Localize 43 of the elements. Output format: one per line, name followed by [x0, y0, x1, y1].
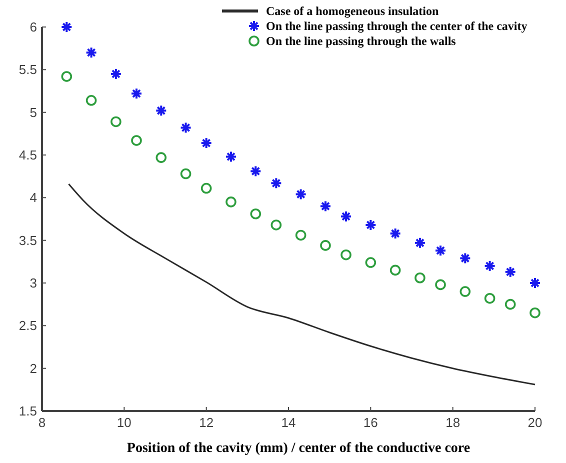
point — [530, 307, 540, 318]
x-tick-label: 10 — [116, 415, 132, 430]
x-tick-label: 16 — [363, 415, 378, 430]
point — [250, 208, 262, 220]
point — [504, 298, 516, 310]
point — [200, 182, 212, 194]
x-tick-label: 14 — [281, 415, 296, 430]
x-tick-label: 18 — [446, 415, 460, 430]
x-axis-title: Position of the cavity (mm) / center of the conductive core — [126, 441, 470, 456]
y-tick-label: 5.5 — [18, 62, 37, 78]
point — [86, 94, 97, 106]
y-tick-label: 6 — [30, 20, 37, 35]
point — [180, 168, 192, 180]
point — [460, 286, 471, 297]
x-tick-label: 8 — [38, 415, 46, 430]
point — [414, 272, 426, 284]
x-tick-label: 20 — [528, 415, 542, 430]
point — [365, 257, 376, 268]
point — [110, 116, 122, 128]
y-tick-label: 4.5 — [18, 148, 37, 163]
point — [295, 230, 306, 241]
point — [484, 292, 496, 304]
point — [156, 152, 167, 163]
point — [435, 279, 446, 290]
legend-label: On the line passing through the walls — [266, 34, 456, 48]
y-tick-label: 3.5 — [18, 232, 37, 248]
point — [270, 220, 282, 230]
point — [320, 240, 331, 251]
y-tick-label: 2 — [30, 360, 37, 376]
y-tick-label: 4 — [30, 190, 37, 206]
y-tick-label: 5 — [30, 104, 37, 120]
y-tick-label: 2.5 — [18, 318, 37, 334]
y-tick-label: 3 — [30, 276, 37, 291]
line-series — [68, 183, 536, 386]
point — [226, 196, 236, 208]
point — [340, 249, 352, 260]
point — [131, 135, 142, 146]
point — [61, 71, 72, 82]
y-tick-label: 1.5 — [18, 404, 37, 419]
point — [390, 264, 401, 276]
legend-label: Case of a homogeneous insulation — [266, 4, 440, 18]
x-tick-label: 12 — [199, 415, 214, 430]
legend-label: On the line passing through the center of the cavity — [266, 19, 528, 34]
